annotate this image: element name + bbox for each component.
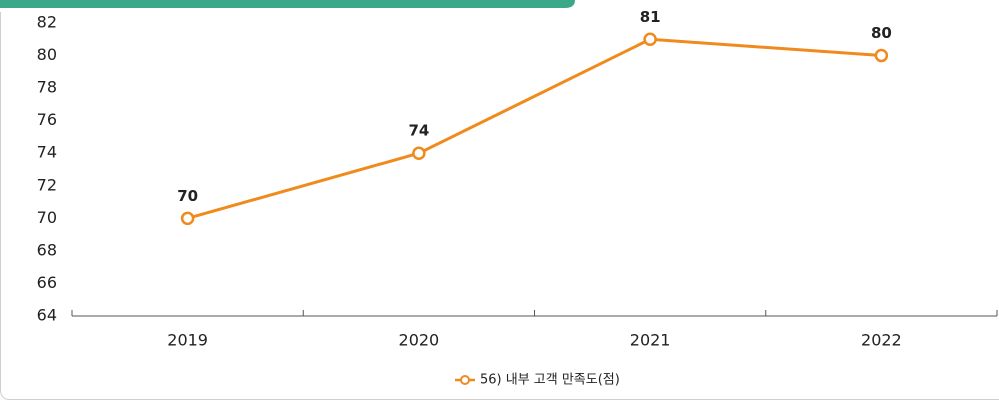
header-bar bbox=[0, 0, 575, 8]
legend-label: 56) 내부 고객 만족도(점) bbox=[480, 373, 620, 388]
y-tick-label: 68 bbox=[37, 240, 57, 259]
legend-marker bbox=[460, 375, 470, 385]
y-tick-label: 64 bbox=[37, 306, 57, 325]
y-tick-label: 82 bbox=[37, 13, 57, 32]
line bbox=[187, 37, 882, 220]
y-tick-label: 70 bbox=[37, 208, 57, 227]
y-tick-label: 76 bbox=[37, 110, 57, 129]
y-tick-label: 72 bbox=[37, 175, 57, 194]
value-label: 81 bbox=[640, 8, 661, 26]
x-tick-label: 2020 bbox=[399, 331, 440, 350]
value-label: 80 bbox=[871, 24, 892, 42]
y-tick-label: 74 bbox=[37, 143, 57, 162]
marker bbox=[412, 146, 426, 160]
marker bbox=[643, 32, 657, 47]
x-tick-label: 2019 bbox=[167, 331, 208, 350]
marker bbox=[180, 211, 195, 226]
value-label: 74 bbox=[408, 122, 429, 140]
x-tick-label: 2022 bbox=[861, 331, 902, 350]
y-tick-label: 78 bbox=[37, 78, 57, 97]
marker bbox=[874, 48, 889, 63]
frame bbox=[0, 12, 999, 400]
value-label: 70 bbox=[177, 187, 198, 205]
y-tick-label: 80 bbox=[37, 45, 57, 64]
y-tick-label: 66 bbox=[37, 273, 57, 292]
x-tick-label: 2021 bbox=[630, 331, 671, 350]
